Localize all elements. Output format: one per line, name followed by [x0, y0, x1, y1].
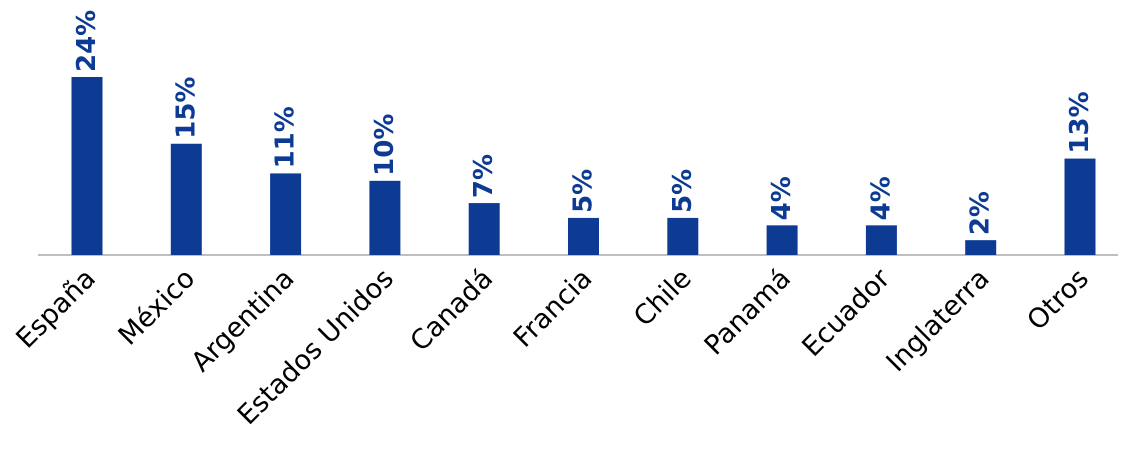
bar [170, 143, 202, 255]
bar [568, 217, 599, 255]
bar-value-label: 2% [966, 191, 996, 235]
category-label: Francia [508, 263, 599, 354]
bar-value-label: 10% [370, 114, 400, 176]
bar [965, 240, 997, 255]
bar [865, 225, 897, 255]
bar-value-label: 13% [1065, 91, 1095, 153]
category-label: Canadá [405, 263, 500, 358]
bar-value-label: 5% [668, 169, 698, 213]
category-label: México [113, 263, 202, 352]
value-labels-group: 24% 15% 11% 10% 7% 5% 5% 4% 4% 2% 13% [72, 10, 1095, 235]
bar [71, 77, 103, 255]
bar [766, 225, 798, 255]
bar [270, 173, 302, 255]
category-label: Ecuador [796, 262, 897, 363]
bar [468, 203, 500, 255]
bar [1064, 158, 1096, 255]
bar [369, 180, 401, 255]
category-label: España [10, 263, 102, 355]
bar-value-label: 5% [569, 169, 599, 213]
bar [667, 217, 699, 255]
bar-value-label: 4% [767, 176, 797, 220]
category-label: Inglaterra [881, 263, 996, 378]
bar-value-label: 7% [469, 154, 499, 198]
category-label: Otros [1021, 263, 1094, 336]
bar-value-label: 15% [171, 77, 201, 139]
category-label: Panamá [699, 263, 797, 361]
bar-value-label: 4% [866, 176, 896, 220]
bars-group [71, 77, 1096, 255]
bar-value-label: 11% [271, 106, 301, 168]
bar-value-label: 24% [72, 10, 102, 72]
category-label: Chile [628, 263, 698, 333]
